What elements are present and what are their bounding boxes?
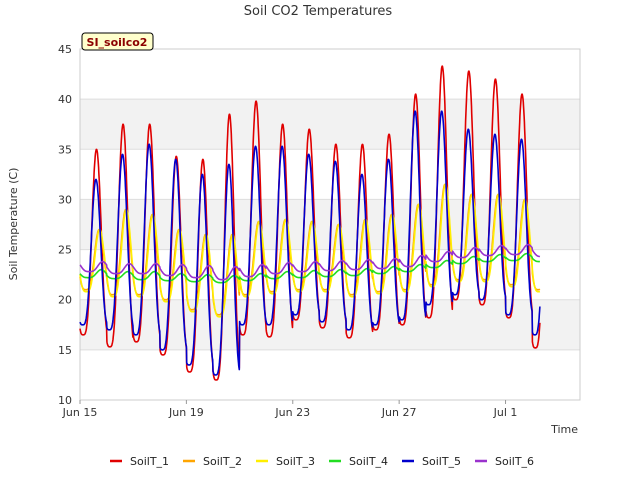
badge-label: SI_soilco2	[87, 36, 148, 49]
chart-title: Soil CO2 Temperatures	[244, 4, 393, 19]
y-tick-label: 15	[58, 344, 72, 357]
y-tick-label: 35	[58, 143, 72, 156]
legend: SoilT_1 SoilT_2 SoilT_3 SoilT_4 SoilT_5 SoilT…	[110, 455, 534, 468]
legend-item-soilt-2: SoilT_2	[183, 455, 242, 468]
legend-item-soilt-6: SoilT_6	[475, 455, 534, 468]
y-tick-label: 20	[58, 294, 72, 307]
x-tick-label: Jun 23	[274, 406, 310, 419]
x-tick-label: Jun 15	[62, 406, 98, 419]
band-35-40	[80, 99, 580, 150]
x-axis-label: Time	[550, 423, 578, 436]
y-tick-label: 25	[58, 244, 72, 257]
legend-label: SoilT_1	[130, 455, 169, 468]
x-tick-label: Jun 19	[168, 406, 204, 419]
series-line-soilt-5	[79, 110, 541, 376]
plot-frame	[79, 48, 581, 401]
legend-label: SoilT_2	[203, 455, 242, 468]
y-tick-label: 30	[58, 193, 72, 206]
legend-label: SoilT_4	[349, 455, 388, 468]
series-line-soilt-6	[79, 243, 541, 281]
y-axis-label: Soil Temperature (C)	[7, 168, 20, 281]
legend-item-soilt-5: SoilT_5	[402, 455, 461, 468]
x-tick-label: Jul 1	[493, 406, 518, 419]
legend-label: SoilT_6	[495, 455, 534, 468]
legend-item-soilt-3: SoilT_3	[256, 455, 315, 468]
legend-label: SoilT_3	[276, 455, 315, 468]
legend-item-soilt-4: SoilT_4	[329, 455, 388, 468]
series-lines	[79, 65, 541, 381]
site-badge: SI_soilco2	[81, 32, 154, 51]
legend-item-soilt-1: SoilT_1	[110, 455, 169, 468]
band-15-20	[80, 299, 580, 350]
y-tick-label: 40	[58, 93, 72, 106]
y-tick-label: 45	[58, 43, 72, 56]
series-line-soilt-4	[79, 252, 541, 284]
y-tick-label: 10	[58, 394, 72, 407]
legend-label: SoilT_5	[422, 455, 461, 468]
x-tick-label: Jun 27	[381, 406, 417, 419]
x-axis-ticks: Jun 15 Jun 19 Jun 23 Jun 27 Jul 1	[62, 400, 518, 419]
series-line-soilt-3	[79, 183, 541, 318]
y-axis-ticks: 10 15 20 25 30 35 40 45	[58, 43, 72, 407]
